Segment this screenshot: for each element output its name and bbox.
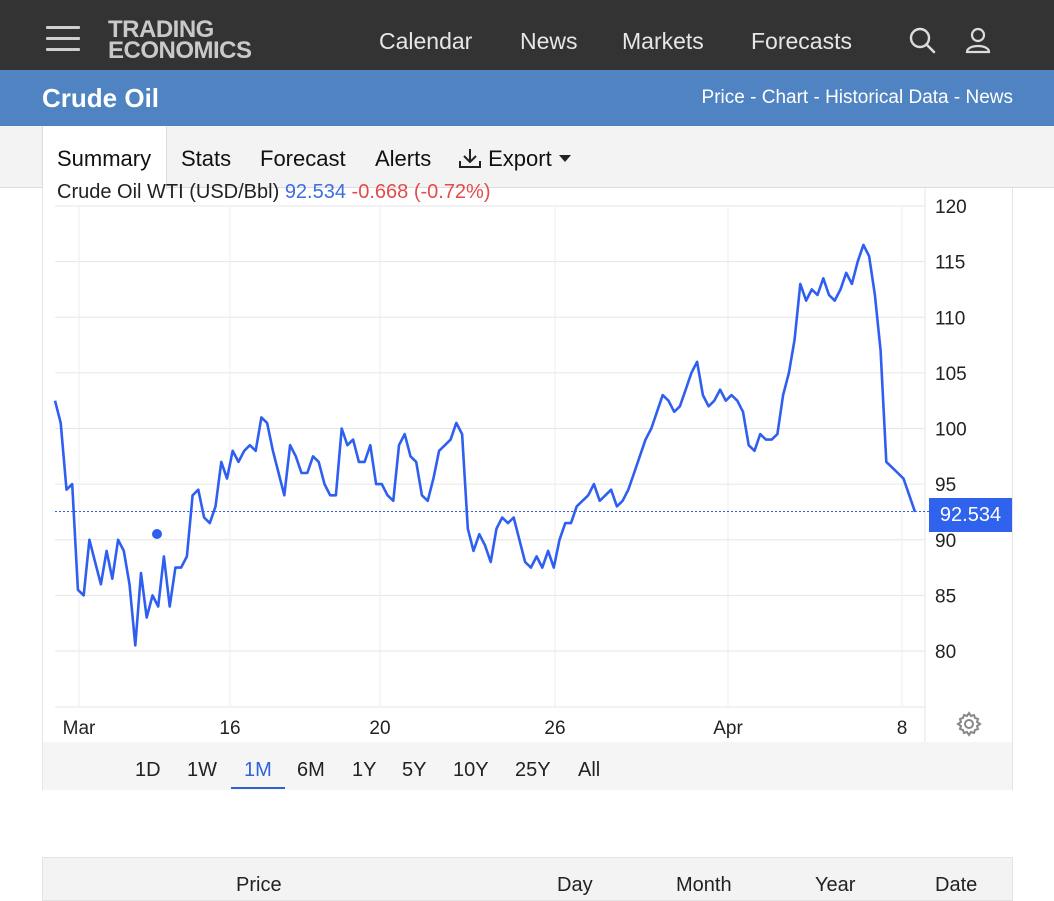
nav-forecasts[interactable]: Forecasts	[751, 28, 852, 54]
tab-forecast[interactable]: Forecast	[260, 146, 346, 171]
range-10y[interactable]: 10Y	[453, 759, 489, 781]
range-5y[interactable]: 5Y	[402, 759, 427, 781]
tab-summary[interactable]: Summary	[57, 146, 152, 171]
user-icon[interactable]	[964, 26, 992, 54]
export-label: Export	[488, 146, 552, 171]
range-selector	[43, 742, 1012, 790]
breadcrumb[interactable]: Price - Chart - Historical Data - News	[701, 87, 1013, 108]
range-25y[interactable]: 25Y	[515, 759, 551, 781]
current-price-tag: 92.534	[929, 498, 1012, 532]
gear-icon[interactable]	[956, 711, 982, 737]
tab-bar	[0, 126, 1054, 188]
download-icon	[459, 149, 481, 168]
range-1d[interactable]: 1D	[135, 759, 161, 781]
caret-down-icon	[558, 155, 571, 162]
range-6m[interactable]: 6M	[297, 759, 325, 781]
logo[interactable]: TRADING ECONOMICS	[108, 16, 252, 64]
tab-stats[interactable]: Stats	[181, 146, 232, 171]
col-month: Month	[676, 874, 732, 896]
legend-series: Crude Oil WTI (USD/Bbl)	[57, 181, 280, 203]
logo-line1: TRADING	[108, 16, 214, 43]
chart-legend: Crude Oil WTI (USD/Bbl) 92.534 -0.668 (-…	[57, 181, 491, 204]
chart-card	[42, 188, 1013, 790]
col-price: Price	[236, 874, 282, 896]
tab-alerts[interactable]: Alerts	[375, 146, 432, 171]
nav-calendar[interactable]: Calendar	[379, 28, 473, 54]
range-1y[interactable]: 1Y	[352, 759, 377, 781]
legend-value: 92.534	[284, 181, 346, 203]
range-1w[interactable]: 1W	[187, 759, 217, 781]
tab-active-background	[42, 126, 167, 189]
top-navbar	[0, 0, 1054, 70]
page-title: Crude Oil	[42, 83, 160, 113]
range-all[interactable]: All	[578, 759, 601, 781]
logo-line2: ECONOMICS	[108, 37, 252, 64]
col-date: Date	[935, 874, 978, 896]
nav-markets[interactable]: Markets	[622, 28, 704, 54]
col-day: Day	[557, 874, 593, 896]
range-active-underline	[231, 787, 285, 789]
legend-change: -0.668 (-0.72%)	[351, 181, 491, 203]
col-year: Year	[815, 874, 856, 896]
menu-icon[interactable]	[46, 26, 80, 52]
tab-export[interactable]: Export	[458, 146, 572, 172]
range-1m[interactable]: 1M	[244, 759, 272, 781]
search-icon[interactable]	[908, 26, 936, 54]
table-header	[42, 857, 1013, 901]
nav-news[interactable]: News	[520, 28, 578, 54]
title-bar	[0, 70, 1054, 126]
